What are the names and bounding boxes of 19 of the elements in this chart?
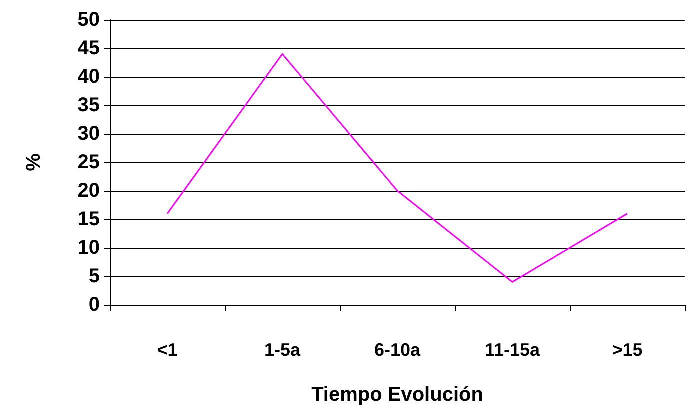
x-tick-label: <1 (157, 340, 178, 360)
y-axis-title: % (23, 153, 45, 172)
y-tick-label: 5 (88, 266, 100, 288)
y-tick-label: 25 (78, 152, 100, 174)
x-tick-label: >15 (612, 340, 643, 360)
x-tick-label: 11-15a (484, 340, 542, 360)
y-tick-label: 10 (78, 237, 100, 259)
y-tick-label: 35 (78, 94, 100, 116)
y-tick-label: 15 (78, 208, 100, 230)
x-tick-label: 1-5a (264, 340, 302, 360)
y-tick-label: 45 (78, 38, 100, 60)
x-axis-title: Tiempo Evolución (312, 384, 484, 406)
y-tick-label: 40 (78, 66, 100, 88)
y-tick-label: 50 (78, 9, 100, 31)
x-tick-label: 6-10a (374, 340, 422, 360)
line-series (166, 53, 628, 283)
y-tick-label: 30 (78, 123, 100, 145)
y-tick-label: 20 (78, 180, 100, 202)
y-tick-label: 0 (88, 294, 100, 316)
